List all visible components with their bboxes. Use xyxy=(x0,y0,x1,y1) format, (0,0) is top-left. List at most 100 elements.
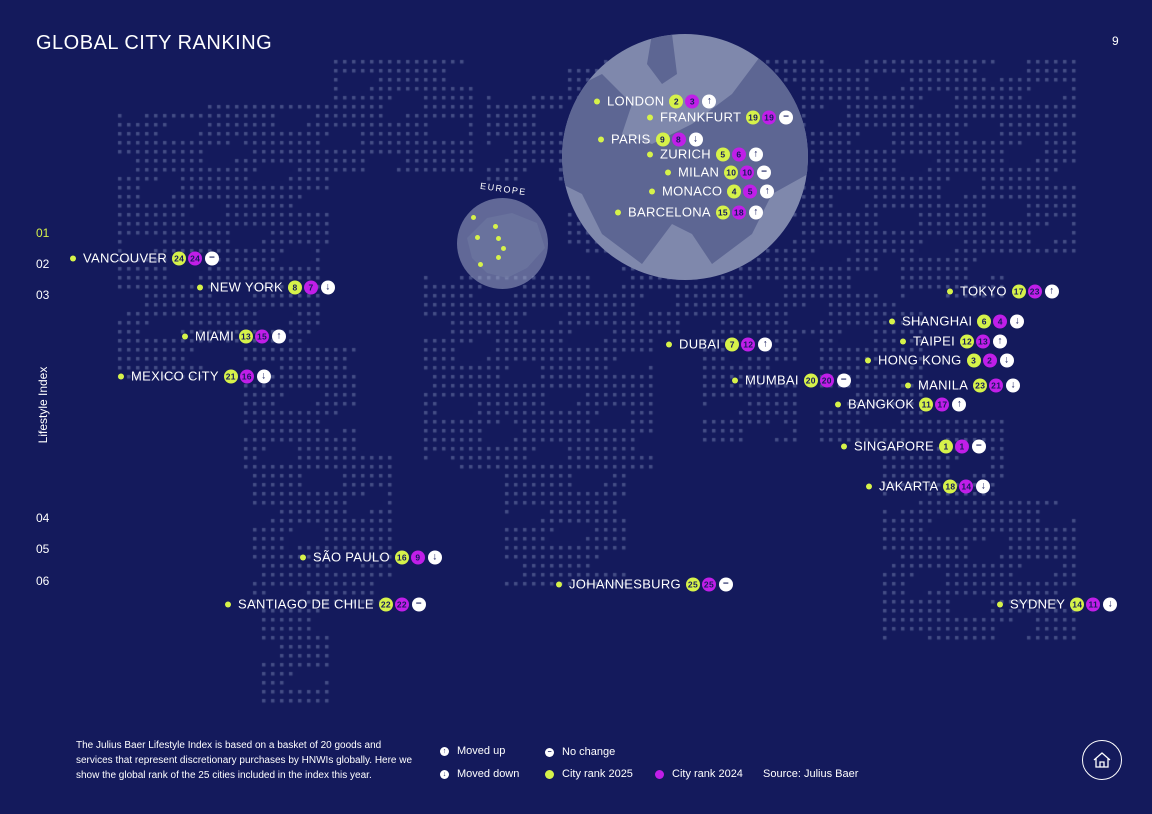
city-taipei[interactable]: TAIPEI 12 13 ↑ xyxy=(900,333,1008,349)
city-name: TAIPEI xyxy=(913,333,956,349)
legend-label: City rank 2025 xyxy=(562,768,633,780)
page-title: GLOBAL CITY RANKING xyxy=(36,32,273,54)
city-name: MUMBAI xyxy=(745,372,799,388)
minus-icon: − xyxy=(205,251,220,265)
rank-2024-badge: 8 xyxy=(671,132,686,146)
arrow-up-icon: ↑ xyxy=(1044,284,1059,298)
rank-2025-badge: 14 xyxy=(1070,597,1085,611)
city-paris[interactable]: PARIS 9 8 ↓ xyxy=(598,132,703,147)
index-number-01: 01 xyxy=(36,226,50,240)
minus-icon: − xyxy=(836,373,851,387)
city-monaco[interactable]: MONACO 4 5 ↑ xyxy=(649,183,775,199)
city-location-dot xyxy=(70,255,76,261)
city-name: BANGKOK xyxy=(848,396,915,412)
city-dubai[interactable]: DUBAI 7 12 ↑ xyxy=(666,336,773,352)
rank-2024-badge: 5 xyxy=(743,184,758,198)
city-johannesburg[interactable]: JOHANNESBURG 25 25 − xyxy=(556,577,733,592)
home-button[interactable] xyxy=(1082,740,1122,780)
city-milan[interactable]: MILAN 10 10 − xyxy=(665,165,772,180)
rank-2024-badge: 4 xyxy=(993,314,1008,328)
city-location-dot xyxy=(889,318,895,324)
rank-2025-badge: 10 xyxy=(724,165,739,179)
index-number-02: 02 xyxy=(36,257,50,271)
home-icon xyxy=(1093,752,1111,768)
index-number-03: 03 xyxy=(36,288,50,302)
rank-2024-badge: 25 xyxy=(701,577,716,591)
minus-icon: − xyxy=(779,110,794,124)
arrow-down-icon: ↓ xyxy=(440,769,449,779)
city-hong-kong[interactable]: HONG KONG 3 2 ↓ xyxy=(865,353,1014,368)
city-barcelona[interactable]: BARCELONA 15 18 ↑ xyxy=(615,205,763,220)
city-name: MONACO xyxy=(662,183,723,199)
city-mexico-city[interactable]: MEXICO CITY 21 16 ↓ xyxy=(118,369,271,384)
minus-icon: − xyxy=(718,577,733,591)
legend-city-rank-2025: City rank 2025 xyxy=(545,768,633,780)
arrow-down-icon: ↓ xyxy=(1006,378,1021,392)
city-shanghai[interactable]: SHANGHAI 6 4 ↓ xyxy=(889,314,1025,329)
rank-2024-badge: 21 xyxy=(989,378,1004,392)
city-location-dot xyxy=(666,341,672,347)
city-sao-paulo[interactable]: SÃO PAULO 16 9 ↓ xyxy=(300,550,442,565)
rank-2025-badge: 15 xyxy=(715,205,730,219)
city-location-dot xyxy=(900,338,906,344)
city-location-dot xyxy=(905,382,911,388)
city-name: LONDON xyxy=(607,93,665,109)
rank-2024-badge: 11 xyxy=(1086,597,1101,611)
arrow-up-icon: ↑ xyxy=(758,337,773,351)
city-name: HONG KONG xyxy=(878,352,962,368)
city-sydney[interactable]: SYDNEY 14 11 ↓ xyxy=(997,597,1118,612)
city-vancouver[interactable]: VANCOUVER 24 24 − xyxy=(70,251,220,266)
city-location-dot xyxy=(865,357,871,363)
city-name: SANTIAGO DE CHILE xyxy=(238,596,374,612)
city-location-dot xyxy=(649,188,655,194)
city-name: MEXICO CITY xyxy=(131,368,219,384)
arrow-up-icon: ↑ xyxy=(440,746,449,756)
city-location-dot xyxy=(841,443,847,449)
arrow-down-icon: ↓ xyxy=(976,479,991,493)
lifestyle-index-label: Lifestyle Index xyxy=(36,366,50,444)
city-bangkok[interactable]: BANGKOK 11 17 ↑ xyxy=(835,396,967,412)
city-name: SINGAPORE xyxy=(854,438,934,454)
city-tokyo[interactable]: TOKYO 17 23 ↑ xyxy=(947,284,1059,299)
rank-2025-swatch xyxy=(545,769,554,779)
city-jakarta[interactable]: JAKARTA 18 14 ↓ xyxy=(866,478,991,494)
arrow-down-icon: ↓ xyxy=(1103,597,1118,611)
minus-icon: − xyxy=(757,165,772,179)
rank-2024-badge: 20 xyxy=(819,373,834,387)
city-frankfurt[interactable]: FRANKFURT 19 19 − xyxy=(647,109,794,125)
city-name: SÃO PAULO xyxy=(313,549,390,565)
index-number-06: 06 xyxy=(36,574,50,588)
city-santiago-de-chile[interactable]: SANTIAGO DE CHILE 22 22 − xyxy=(225,597,426,612)
city-name: FRANKFURT xyxy=(660,109,742,125)
city-name: DUBAI xyxy=(679,336,721,352)
rank-2024-badge: 14 xyxy=(959,479,974,493)
rank-2024-badge: 10 xyxy=(740,165,755,179)
rank-2024-badge: 2 xyxy=(982,353,997,367)
city-mumbai[interactable]: MUMBAI 20 20 − xyxy=(732,373,851,388)
city-location-dot xyxy=(556,581,562,587)
europe-zoom-map xyxy=(562,34,808,280)
rank-2025-badge: 5 xyxy=(715,147,730,161)
city-new-york[interactable]: NEW YORK 8 7 ↓ xyxy=(197,280,335,295)
europe-city-dot xyxy=(496,236,501,241)
rank-2025-badge: 2 xyxy=(669,94,684,108)
rank-2024-swatch xyxy=(655,769,664,779)
city-location-dot xyxy=(647,114,653,120)
rank-2024-badge: 17 xyxy=(935,397,950,411)
rank-2025-badge: 24 xyxy=(172,251,187,265)
arrow-up-icon: ↑ xyxy=(993,334,1008,348)
city-zurich[interactable]: ZURICH 5 6 ↑ xyxy=(647,147,763,162)
city-manila[interactable]: MANILA 23 21 ↓ xyxy=(905,378,1021,393)
rank-2025-badge: 20 xyxy=(803,373,818,387)
rank-2024-badge: 15 xyxy=(255,329,270,343)
city-location-dot xyxy=(997,601,1003,607)
rank-2024-badge: 1 xyxy=(955,439,969,453)
arrow-up-icon: ↑ xyxy=(748,205,763,219)
rank-2024-badge: 24 xyxy=(188,251,203,265)
city-singapore[interactable]: SINGAPORE 1 1 − xyxy=(841,439,986,454)
city-london[interactable]: LONDON 2 3 ↑ xyxy=(594,93,717,109)
legend-moved-down: ↓ Moved down xyxy=(440,768,519,780)
rank-2025-badge: 3 xyxy=(966,353,981,367)
city-miami[interactable]: MIAMI 13 15 ↑ xyxy=(182,329,287,344)
city-name: JAKARTA xyxy=(879,478,939,494)
